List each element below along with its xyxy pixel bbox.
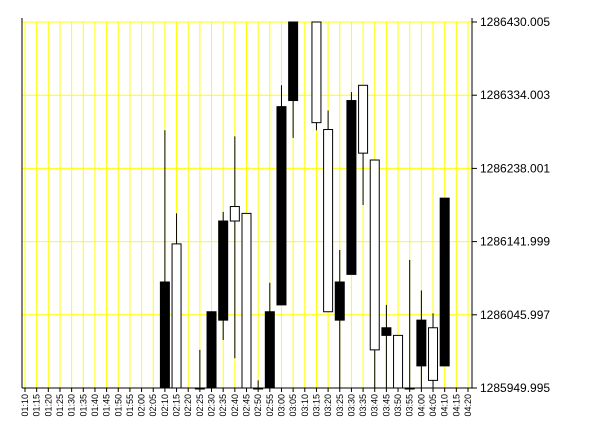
x-tick-label: 01:45 bbox=[102, 394, 112, 417]
candle-body bbox=[358, 84, 369, 154]
x-tick-label: 02:35 bbox=[218, 394, 228, 417]
x-tick-label: 02:30 bbox=[207, 394, 217, 417]
x-tick-label: 01:30 bbox=[67, 394, 77, 417]
x-tick-label: 02:45 bbox=[242, 394, 252, 417]
candle-body bbox=[369, 159, 380, 351]
candle-body bbox=[404, 387, 415, 390]
x-tick-label: 02:40 bbox=[230, 394, 240, 417]
x-tick-label: 03:50 bbox=[393, 394, 403, 417]
x-tick-label: 03:10 bbox=[300, 394, 310, 417]
x-tick-label: 04:10 bbox=[440, 394, 450, 417]
y-tick-label: 1286141.999 bbox=[480, 235, 550, 249]
y-tick-label: 1286430.005 bbox=[480, 15, 550, 29]
x-tick-label: 01:15 bbox=[32, 394, 42, 417]
x-tick-label: 03:05 bbox=[288, 394, 298, 417]
x-tick-label: 04:15 bbox=[451, 394, 461, 417]
x-tick-label: 03:00 bbox=[276, 394, 286, 417]
x-tick-label: 02:05 bbox=[148, 394, 158, 417]
candle-body bbox=[311, 21, 322, 124]
candle-body bbox=[218, 220, 229, 321]
candle-body bbox=[264, 311, 275, 389]
x-tick-label: 01:35 bbox=[78, 394, 88, 417]
y-tick-label: 1286334.003 bbox=[480, 88, 550, 102]
candle-body bbox=[171, 243, 182, 389]
x-tick-label: 01:20 bbox=[43, 394, 53, 417]
candle-body bbox=[229, 206, 240, 222]
x-tick-label: 02:15 bbox=[172, 394, 182, 417]
x-tick-label: 01:55 bbox=[125, 394, 135, 417]
x-tick-label: 04:00 bbox=[416, 394, 426, 417]
x-tick-label: 03:25 bbox=[335, 394, 345, 417]
candle-body bbox=[241, 212, 252, 389]
candle-body bbox=[288, 21, 299, 102]
candle-body bbox=[416, 319, 427, 367]
candle-body bbox=[194, 387, 205, 390]
candle-body bbox=[381, 327, 392, 336]
candle-body bbox=[393, 334, 404, 389]
x-tick-label: 02:50 bbox=[253, 394, 263, 417]
x-tick-label: 02:20 bbox=[183, 394, 193, 417]
x-tick-label: 02:00 bbox=[137, 394, 147, 417]
candle-body bbox=[428, 327, 439, 381]
candle-body bbox=[206, 311, 217, 389]
x-tick-label: 01:25 bbox=[55, 394, 65, 417]
x-tick-label: 04:20 bbox=[463, 394, 473, 417]
x-tick-label: 01:40 bbox=[90, 394, 100, 417]
x-tick-label: 03:55 bbox=[405, 394, 415, 417]
x-tick-label: 02:10 bbox=[160, 394, 170, 417]
y-tick-label: 1285949.995 bbox=[480, 381, 550, 395]
y-tick-label: 1286238.001 bbox=[480, 161, 550, 175]
x-tick-label: 03:30 bbox=[346, 394, 356, 417]
candle-body bbox=[276, 106, 287, 306]
candle-body bbox=[334, 281, 345, 321]
candle-body bbox=[159, 281, 170, 389]
candle-body bbox=[439, 197, 450, 367]
x-tick-label: 02:55 bbox=[265, 394, 275, 417]
x-tick-label: 01:10 bbox=[20, 394, 30, 417]
x-tick-label: 03:35 bbox=[358, 394, 368, 417]
y-tick-label: 1286045.997 bbox=[480, 308, 550, 322]
x-tick-label: 01:50 bbox=[113, 394, 123, 417]
x-tick-label: 03:20 bbox=[323, 394, 333, 417]
candle-body bbox=[346, 100, 357, 275]
x-tick-label: 02:25 bbox=[195, 394, 205, 417]
x-tick-label: 03:15 bbox=[311, 394, 321, 417]
x-tick-label: 03:45 bbox=[381, 394, 391, 417]
x-tick-label: 03:40 bbox=[370, 394, 380, 417]
candle-body bbox=[323, 129, 334, 313]
x-tick-label: 04:05 bbox=[428, 394, 438, 417]
candle-body bbox=[253, 387, 264, 390]
